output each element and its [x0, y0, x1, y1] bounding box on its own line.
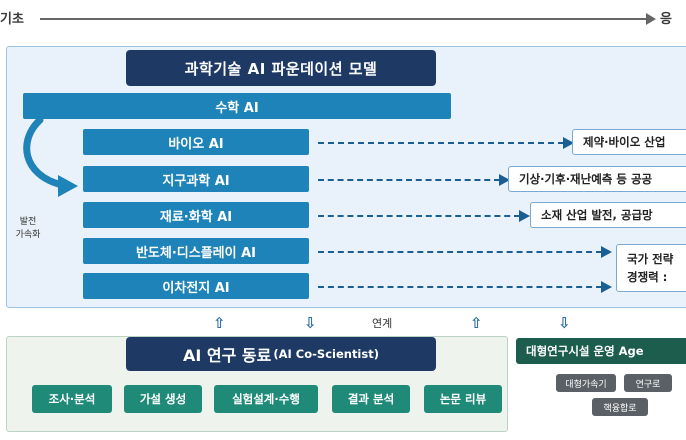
acceleration-curve-arrow — [23, 116, 78, 197]
outcome-strategic-line2: 경쟁력 : — [627, 270, 668, 284]
task-paper-review: 논문 리뷰 — [424, 385, 502, 413]
dashed-arrow-semiconductor — [318, 246, 612, 258]
link-down-arrow-2: ⇩ — [558, 314, 571, 332]
domain-earth-science-ai: 지구과학 AI — [83, 166, 309, 192]
link-up-arrow-2: ⇧ — [470, 314, 483, 332]
dashed-arrow-bio — [318, 137, 574, 149]
outcome-strategic-industry: 국가 전략 경쟁력 : — [616, 244, 686, 292]
acceleration-label-line2: 가속화 — [15, 230, 41, 240]
task-experiment-design: 실험설계·수행 — [214, 385, 318, 413]
axis-start-label: 기초 — [0, 12, 24, 27]
axis-end-label: 응 — [660, 12, 672, 27]
axis-line — [40, 18, 650, 20]
task-result-analysis: 결과 분석 — [332, 385, 410, 413]
domain-bio-ai: 바이오 AI — [83, 129, 309, 155]
arrowhead — [519, 210, 530, 222]
link-down-arrow-1: ⇩ — [304, 314, 317, 332]
link-up-arrow-1: ⇧ — [213, 314, 226, 332]
domain-semiconductor-display-ai: 반도체·디스플레이 AI — [83, 238, 309, 264]
acceleration-label-line1: 발전 — [19, 217, 37, 227]
domain-secondary-battery-ai: 이차전지 AI — [83, 273, 309, 299]
facility-agent-title: 대형연구시설 운영 Age — [516, 338, 686, 364]
axis-arrowhead — [646, 13, 656, 25]
math-ai-bar: 수학 AI — [23, 93, 451, 119]
outcome-materials: 소재 산업 발전, 공급망 — [530, 202, 686, 228]
facility-chip-fusion-reactor: 핵융합로 — [592, 398, 648, 416]
foundation-model-title: 과학기술 AI 파운데이션 모델 — [126, 50, 436, 86]
co-scientist-title: AI 연구 동료 — [183, 346, 272, 365]
task-hypothesis-generation: 가설 생성 — [124, 385, 202, 413]
dashed-arrow-materials — [318, 210, 530, 222]
facility-chip-research-reactor: 연구로 — [624, 374, 672, 392]
arrowhead — [601, 246, 612, 258]
outcome-earth: 기상·기후·재난예측 등 공공 — [508, 166, 686, 192]
outcome-bio: 제약·바이오 산업 — [572, 129, 686, 155]
task-survey-analysis: 조사·분석 — [32, 385, 112, 413]
co-scientist-title-box: AI 연구 동료 (AI Co-Scientist) — [126, 337, 436, 371]
acceleration-label: 발전 가속화 — [14, 216, 42, 242]
link-label: 연계 — [372, 317, 393, 330]
dashed-arrow-battery — [318, 281, 612, 293]
arrowhead — [499, 174, 510, 186]
outcome-strategic-line1: 국가 전략 — [627, 252, 674, 266]
facility-chip-accelerator: 대형가속기 — [556, 374, 616, 392]
domain-materials-chemistry-ai: 재료·화학 AI — [83, 202, 309, 228]
dashed-arrow-earth — [318, 174, 510, 186]
arrowhead — [601, 281, 612, 293]
co-scientist-subtitle: (AI Co-Scientist) — [273, 347, 379, 361]
arrowhead — [563, 137, 574, 149]
